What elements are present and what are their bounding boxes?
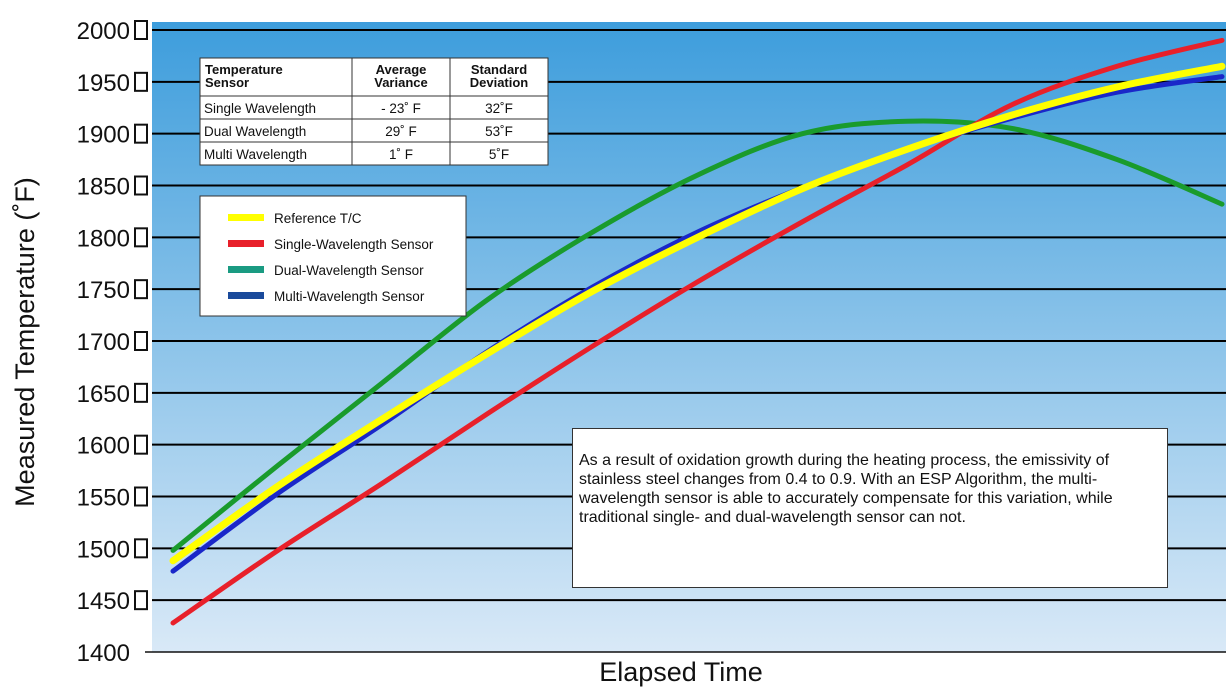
y-tick-glyph — [134, 331, 148, 351]
stats-table-frame — [199, 57, 549, 166]
table-cell: 29˚ F — [385, 124, 417, 139]
y-tick-label: 2000 — [77, 18, 130, 45]
y-tick-label: 1750 — [77, 277, 130, 304]
table-cell: Multi Wavelength — [204, 147, 307, 162]
y-tick-label: 1900 — [77, 122, 130, 149]
table-header-cell: Standard — [471, 62, 527, 77]
y-tick-glyph — [134, 538, 148, 559]
legend-label: Reference T/C — [274, 211, 362, 226]
y-tick-label: 1950 — [77, 70, 130, 97]
y-tick-glyph — [134, 590, 148, 611]
series-line-single-wavelength-sensor — [170, 37, 1225, 626]
table-cell: Dual Wavelength — [204, 124, 306, 139]
y-tick-label: 1500 — [77, 536, 130, 563]
table-header-cell: Temperature — [205, 62, 283, 77]
table-header-cell: Deviation — [470, 75, 529, 90]
legend-swatch — [228, 266, 264, 273]
y-tick-label: 1850 — [77, 174, 130, 201]
y-tick-glyph — [134, 434, 148, 455]
table-header-cell: Average — [376, 62, 427, 77]
series-line-dual-wavelength-sensor — [170, 118, 1225, 553]
legend-swatch — [228, 214, 264, 221]
table-header-cell: Variance — [374, 75, 428, 90]
legend-label: Single-Wavelength Sensor — [274, 237, 434, 252]
y-tick-glyph — [134, 279, 148, 300]
y-tick-glyph — [134, 123, 148, 144]
table-header-cell: Sensor — [205, 75, 249, 90]
y-tick-label: 1450 — [77, 588, 130, 615]
y-tick-labels: 1400 1450 1500 1550 1600 1650 1700 1750 1800 1850… — [77, 18, 148, 667]
y-tick-label: 1550 — [77, 485, 130, 512]
y-tick-label: 1600 — [77, 433, 130, 460]
legend-swatch — [228, 240, 264, 247]
legend-swatch — [228, 292, 264, 299]
legend-label: Multi-Wavelength Sensor — [274, 289, 425, 304]
y-tick-glyph — [134, 486, 148, 507]
y-tick-label: 1400 — [77, 640, 130, 667]
annotation-text: As a result of oxidation growth during t… — [579, 452, 1113, 526]
y-tick-label: 1650 — [77, 381, 130, 408]
table-cell: 1˚ F — [389, 147, 413, 162]
table-cell: - 23˚ F — [381, 101, 421, 116]
y-tick-label: 1800 — [77, 225, 130, 252]
y-tick-label: 1700 — [77, 329, 130, 356]
y-tick-glyph — [134, 20, 148, 40]
x-axis-title: Elapsed Time — [599, 657, 763, 687]
legend-label: Dual-Wavelength Sensor — [274, 263, 424, 278]
y-axis-title: Measured Temperature (˚F) — [10, 177, 40, 507]
table-cell: 32˚F — [485, 101, 513, 116]
series-lines — [169, 37, 1226, 626]
y-tick-glyph — [134, 175, 148, 196]
table-cell: 5˚F — [489, 147, 509, 162]
y-tick-glyph — [134, 227, 148, 248]
series-line-reference-t-c — [169, 62, 1226, 565]
table-cell: Single Wavelength — [204, 101, 316, 116]
y-tick-glyph — [134, 71, 148, 92]
legend: Reference T/C Single-Wavelength Sensor Dua… — [199, 195, 467, 317]
annotation-note: As a result of oxidation growth during t… — [572, 428, 1168, 588]
table-cell: 53˚F — [485, 124, 513, 139]
y-tick-glyph — [134, 382, 148, 403]
